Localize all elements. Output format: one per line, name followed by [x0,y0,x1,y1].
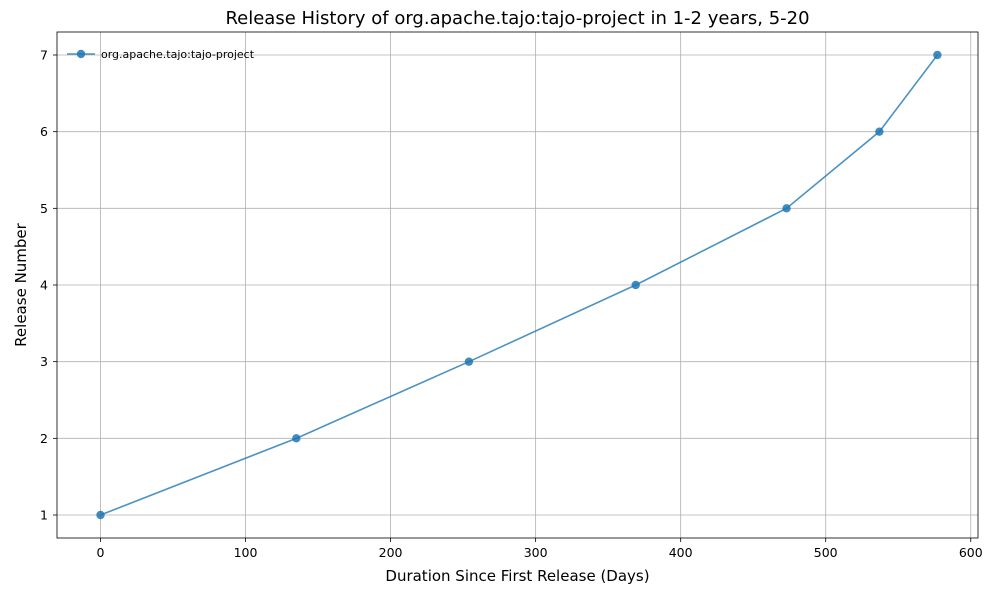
y-tick-label: 6 [40,124,48,139]
y-axis-label: Release Number [12,222,30,346]
x-tick-label: 400 [669,545,693,560]
data-point [96,510,105,520]
x-axis-ticks: 0 100 200 300 400 500 600 [97,538,983,560]
x-tick-label: 500 [814,545,838,560]
data-point [292,434,301,443]
data-point [782,204,791,213]
legend: org.apache.tajo:tajo-project [67,48,255,61]
series-layer [96,50,942,520]
y-axis-ticks: 1 2 3 4 5 6 7 [40,48,57,523]
data-point [933,50,942,60]
y-tick-label: 3 [40,354,48,369]
x-tick-label: 200 [379,545,403,560]
x-tick-label: 300 [524,545,548,560]
data-point [631,280,640,290]
x-tick-label: 600 [959,545,983,560]
grid-lines [57,32,978,538]
data-point [875,127,884,136]
legend-marker [76,49,86,59]
chart-title: Release History of org.apache.tajo:tajo-… [225,8,809,29]
y-tick-label: 5 [40,201,48,216]
x-axis-label: Duration Since First Release (Days) [385,567,649,585]
y-tick-label: 2 [40,431,48,446]
y-tick-label: 7 [40,48,48,63]
y-tick-label: 1 [40,508,48,523]
legend-label: org.apache.tajo:tajo-project [101,48,255,61]
y-tick-label: 4 [40,278,48,293]
x-tick-label: 100 [234,545,258,560]
x-tick-label: 0 [97,545,105,560]
data-point [464,357,474,366]
